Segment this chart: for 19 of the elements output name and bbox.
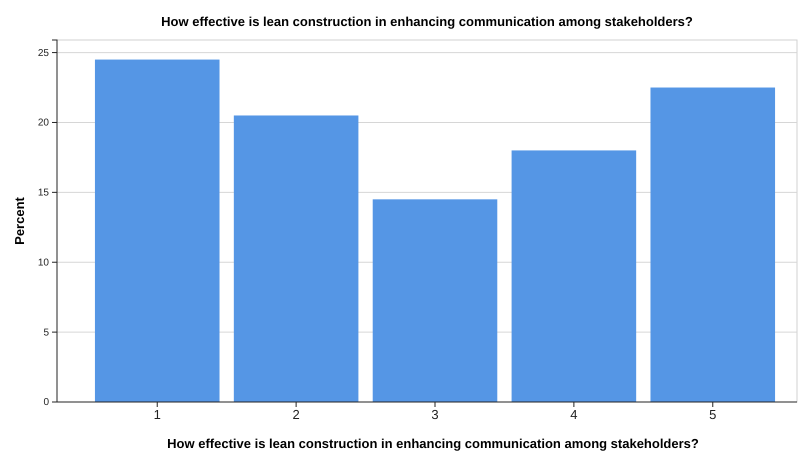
bar <box>94 60 220 402</box>
y-axis-title: Percent <box>12 196 27 245</box>
y-tick-label: 5 <box>43 327 50 338</box>
bar <box>512 150 636 402</box>
x-tick-label: 3 <box>431 407 439 422</box>
bar <box>650 88 776 402</box>
y-tick-label: 0 <box>43 397 50 408</box>
x-tick-label: 4 <box>570 407 578 422</box>
x-axis-title: How effective is lean construction in enhancing communication among stakeholders? <box>167 436 699 451</box>
bar <box>234 115 358 402</box>
y-tick-label: 25 <box>38 48 50 59</box>
x-tick-label: 5 <box>709 407 716 422</box>
y-tick-label: 20 <box>38 118 50 129</box>
y-tick-label: 15 <box>38 188 50 199</box>
y-tick-label: 10 <box>38 257 50 268</box>
x-tick-label: 2 <box>292 407 300 422</box>
x-tick-label: 1 <box>154 407 161 422</box>
bar <box>372 199 498 402</box>
chart-title: How effective is lean construction in enhancing communication among stakeholders? <box>161 14 693 29</box>
